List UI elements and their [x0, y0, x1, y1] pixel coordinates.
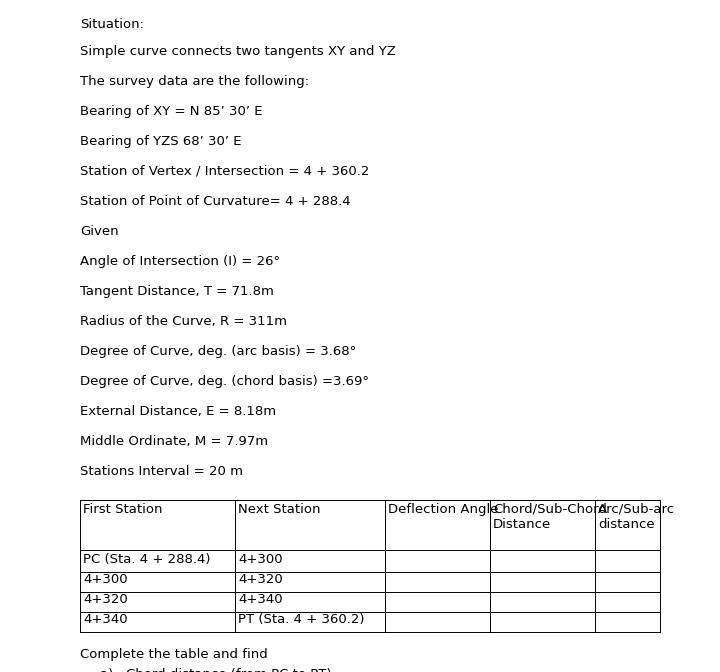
- Text: 4+300: 4+300: [238, 553, 283, 566]
- Text: External Distance, E = 8.18m: External Distance, E = 8.18m: [80, 405, 276, 418]
- Text: Station of Point of Curvature= 4 + 288.4: Station of Point of Curvature= 4 + 288.4: [80, 195, 351, 208]
- Text: Tangent Distance, T = 71.8m: Tangent Distance, T = 71.8m: [80, 285, 274, 298]
- Text: Situation:: Situation:: [80, 18, 144, 31]
- Text: PT (Sta. 4 + 360.2): PT (Sta. 4 + 360.2): [238, 613, 364, 626]
- Text: Next Station: Next Station: [238, 503, 320, 516]
- Text: Arc/Sub-arc
distance: Arc/Sub-arc distance: [598, 503, 675, 531]
- Text: Deflection Angle: Deflection Angle: [388, 503, 498, 516]
- Text: Complete the table and find: Complete the table and find: [80, 648, 268, 661]
- Text: 4+340: 4+340: [83, 613, 127, 626]
- Text: 4+320: 4+320: [238, 573, 283, 586]
- Text: Stations Interval = 20 m: Stations Interval = 20 m: [80, 465, 243, 478]
- Text: Given: Given: [80, 225, 119, 238]
- Text: The survey data are the following:: The survey data are the following:: [80, 75, 309, 88]
- Text: Radius of the Curve, R = 311m: Radius of the Curve, R = 311m: [80, 315, 287, 328]
- Text: 4+300: 4+300: [83, 573, 127, 586]
- Text: 4+320: 4+320: [83, 593, 127, 606]
- Text: Degree of Curve, deg. (chord basis) =3.69°: Degree of Curve, deg. (chord basis) =3.6…: [80, 375, 369, 388]
- Text: Angle of Intersection (I) = 26°: Angle of Intersection (I) = 26°: [80, 255, 280, 268]
- Text: PC (Sta. 4 + 288.4): PC (Sta. 4 + 288.4): [83, 553, 210, 566]
- Text: Chord/Sub-Chord
Distance: Chord/Sub-Chord Distance: [493, 503, 607, 531]
- Text: Middle Ordinate, M = 7.97m: Middle Ordinate, M = 7.97m: [80, 435, 268, 448]
- Text: 4+340: 4+340: [238, 593, 283, 606]
- Text: Degree of Curve, deg. (arc basis) = 3.68°: Degree of Curve, deg. (arc basis) = 3.68…: [80, 345, 356, 358]
- Text: Station of Vertex / Intersection = 4 + 360.2: Station of Vertex / Intersection = 4 + 3…: [80, 165, 369, 178]
- Text: First Station: First Station: [83, 503, 163, 516]
- Text: Bearing of XY = N 85’ 30’ E: Bearing of XY = N 85’ 30’ E: [80, 105, 263, 118]
- Text: Bearing of YZS 68’ 30’ E: Bearing of YZS 68’ 30’ E: [80, 135, 241, 148]
- Text: a)   Chord distance (from PC to PT): a) Chord distance (from PC to PT): [100, 668, 331, 672]
- Text: Simple curve connects two tangents XY and YZ: Simple curve connects two tangents XY an…: [80, 45, 396, 58]
